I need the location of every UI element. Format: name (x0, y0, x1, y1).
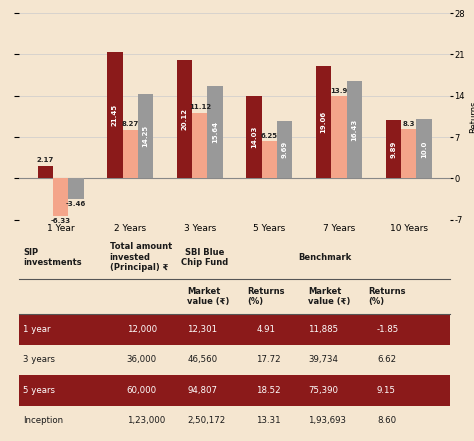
Text: 20.12: 20.12 (182, 108, 188, 130)
Text: 46,560: 46,560 (187, 355, 217, 364)
Text: 9.69: 9.69 (282, 141, 288, 158)
Text: 6.62: 6.62 (377, 355, 396, 364)
Text: 3 years: 3 years (23, 355, 55, 364)
Text: 2,50,172: 2,50,172 (187, 416, 226, 426)
Bar (385, 120, 401, 178)
Bar (416, 120, 431, 178)
Bar (401, 129, 416, 178)
Text: 1 year: 1 year (23, 325, 51, 334)
Text: 11,885: 11,885 (308, 325, 338, 334)
Text: 16.43: 16.43 (351, 119, 357, 141)
Text: 10.0: 10.0 (421, 140, 427, 157)
Bar (138, 94, 153, 178)
Bar (277, 121, 292, 178)
FancyBboxPatch shape (19, 314, 450, 345)
Bar (192, 113, 208, 178)
Text: SBI Blue
Chip Fund: SBI Blue Chip Fund (181, 247, 228, 267)
Text: 6.25: 6.25 (261, 133, 278, 139)
Text: 4.91: 4.91 (256, 325, 275, 334)
Text: 14.25: 14.25 (143, 125, 148, 147)
Text: 12,000: 12,000 (127, 325, 157, 334)
Bar (208, 86, 223, 178)
Text: -6.33: -6.33 (51, 218, 71, 224)
Text: 5 years: 5 years (23, 386, 55, 395)
Text: Benchmark: Benchmark (299, 253, 352, 262)
Text: 8.60: 8.60 (377, 416, 396, 426)
Bar (316, 66, 331, 178)
Text: Returns
(%): Returns (%) (247, 287, 285, 306)
Text: 94,807: 94,807 (187, 386, 217, 395)
Text: -1.85: -1.85 (377, 325, 399, 334)
Text: 13.9: 13.9 (330, 88, 347, 94)
Text: 1,23,000: 1,23,000 (127, 416, 165, 426)
Bar (262, 142, 277, 178)
Bar (38, 165, 53, 178)
Text: -3.46: -3.46 (66, 201, 86, 207)
Text: 1,93,693: 1,93,693 (308, 416, 346, 426)
Text: 18.52: 18.52 (256, 386, 281, 395)
Bar (177, 60, 192, 178)
Text: Total amount
invested
(Principal) ₹: Total amount invested (Principal) ₹ (109, 243, 172, 272)
Text: 12,301: 12,301 (187, 325, 217, 334)
Text: 8.3: 8.3 (402, 121, 415, 127)
Text: 14.03: 14.03 (251, 126, 257, 148)
Text: 75,390: 75,390 (308, 386, 338, 395)
Bar (246, 96, 262, 178)
Text: Market
value (₹): Market value (₹) (187, 287, 229, 306)
Y-axis label: Returns
(%): Returns (%) (469, 100, 474, 133)
Bar (346, 82, 362, 178)
Text: 60,000: 60,000 (127, 386, 157, 395)
Text: 36,000: 36,000 (127, 355, 157, 364)
Text: 21.45: 21.45 (112, 104, 118, 126)
Bar (68, 178, 83, 199)
Text: 2.17: 2.17 (37, 157, 54, 163)
Text: Inception: Inception (23, 416, 64, 426)
Text: SIP
investments: SIP investments (23, 247, 82, 267)
Text: 17.72: 17.72 (256, 355, 281, 364)
Text: Returns
(%): Returns (%) (368, 287, 406, 306)
Text: 9.89: 9.89 (390, 140, 396, 158)
Text: 15.64: 15.64 (212, 121, 218, 143)
Text: 8.27: 8.27 (122, 121, 139, 127)
Bar (331, 96, 346, 178)
Text: 19.06: 19.06 (321, 111, 327, 133)
Text: 11.12: 11.12 (189, 105, 211, 110)
Bar (123, 130, 138, 178)
Text: Market
value (₹): Market value (₹) (308, 287, 350, 306)
Text: 13.31: 13.31 (256, 416, 281, 426)
Bar (107, 52, 123, 178)
Bar (53, 178, 68, 216)
Text: 9.15: 9.15 (377, 386, 396, 395)
Text: 39,734: 39,734 (308, 355, 338, 364)
FancyBboxPatch shape (19, 375, 450, 406)
